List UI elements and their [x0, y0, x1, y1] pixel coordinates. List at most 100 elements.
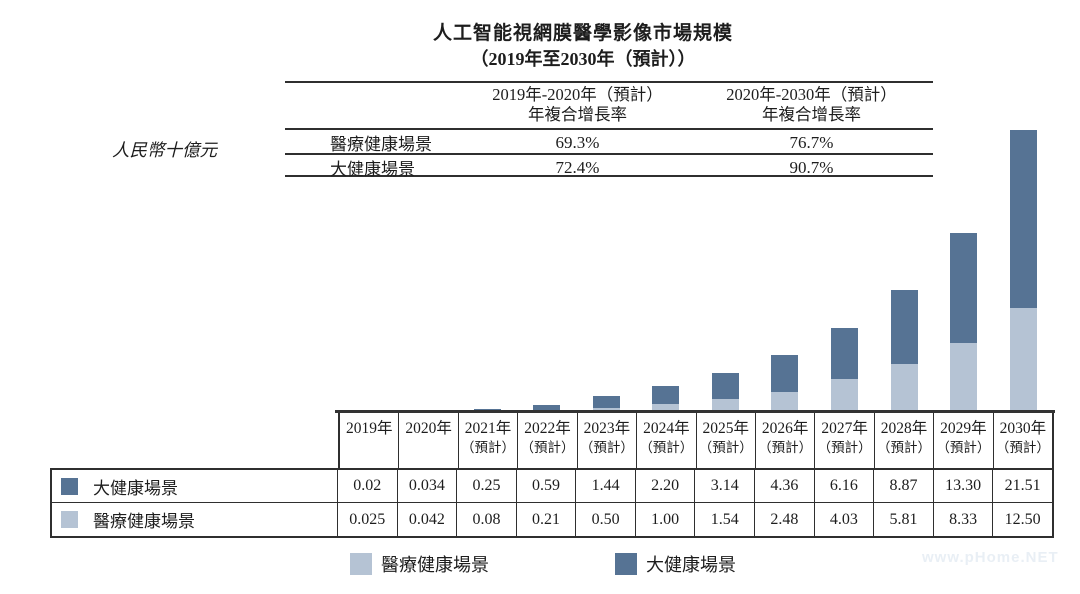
value-cell: 0.042 [398, 503, 458, 536]
cagr-table: 2019年-2020年（預計） 年複合增長率 2020年-2030年（預計） 年… [285, 81, 933, 179]
bar-segment-big-health [950, 232, 978, 343]
year-header-year: 2025年 [702, 420, 749, 437]
year-header-cell: 2021年 （預計） [459, 413, 519, 468]
bar-segment-big-health [533, 405, 560, 411]
stacked-bar [771, 355, 799, 412]
year-header-cell: 2030年 （預計） [994, 413, 1052, 468]
value-cell: 2.20 [636, 470, 696, 502]
cagr-value: 90.7% [789, 157, 834, 177]
legend-item-medical-health: 醫療健康場景 [350, 551, 489, 577]
year-header-year: 2029年 [940, 420, 987, 437]
year-header-note: （預計） [639, 440, 694, 455]
year-header-cell: 2022年 （預計） [518, 413, 578, 468]
series-swatch-icon [61, 477, 78, 495]
year-header-note: （預計） [698, 440, 753, 455]
stacked-bar [890, 290, 918, 412]
cagr-value: 69.3% [555, 132, 600, 152]
cagr-header-col1-line1: 2019年-2020年（預計） [492, 85, 663, 104]
legend-swatch-medical-health-icon [350, 553, 372, 575]
watermark: www.pHome.NET [922, 549, 1059, 566]
legend-item-big-health: 大健康場景 [615, 551, 736, 577]
year-header-note: （預計） [579, 440, 634, 455]
year-header-cell: 2029年 （預計） [934, 413, 994, 468]
year-header-note: （預計） [995, 440, 1050, 455]
bar-segment-big-health [890, 290, 918, 364]
legend-label-medical-health: 醫療健康場景 [381, 555, 489, 575]
bar-segment-big-health [652, 385, 680, 404]
cagr-header-spacer [285, 85, 465, 125]
cagr-row-label: 大健康場景 [330, 160, 415, 179]
bar-segment-big-health [592, 396, 620, 408]
value-cell: 0.025 [338, 503, 398, 536]
cagr-row-big-health: 大健康場景 72.4% 90.7% [285, 155, 933, 179]
year-header-year: 2021年 [464, 420, 512, 437]
cagr-header-col2-line2: 年複合增長率 [762, 105, 861, 124]
value-cell: 8.33 [934, 503, 994, 536]
value-cell: 1.54 [695, 503, 756, 536]
value-cell: 5.81 [874, 503, 934, 536]
year-header-cell: 2026年 （預計） [756, 413, 816, 468]
value-cell: 0.034 [398, 470, 458, 502]
cagr-header-row: 2019年-2020年（預計） 年複合增長率 2020年-2030年（預計） 年… [285, 83, 933, 130]
cagr-row-medical-health: 醫療健康場景 69.3% 76.7% [285, 130, 933, 155]
value-cell: 4.03 [815, 503, 875, 536]
stacked-bar [711, 373, 739, 412]
value-cell: 0.59 [517, 470, 577, 502]
cagr-header-col1-line2: 年複合增長率 [528, 105, 627, 124]
stacked-bar [592, 396, 620, 412]
year-header-year: 2027年 [821, 420, 868, 437]
row-label-cell: 醫療健康場景 [52, 503, 338, 536]
bar-segment-big-health [771, 355, 799, 392]
row-label-text: 醫療健康場景 [93, 512, 195, 531]
value-cell: 1.44 [576, 470, 636, 502]
value-cell: 0.25 [457, 470, 517, 502]
year-header-year: 2026年 [761, 420, 809, 437]
year-header-year: 2024年 [643, 420, 690, 437]
year-header-year: 2019年 [345, 420, 393, 437]
bar-segment-medical-health [592, 407, 620, 412]
table-row: 醫療健康場景 0.025 0.042 0.08 0.21 0.50 1.00 1.54 2.48… [52, 503, 1052, 536]
value-cell: 0.21 [517, 503, 577, 536]
year-header-note: （預計） [520, 440, 575, 455]
year-header-cell: 2023年 （預計） [578, 413, 638, 468]
bar-segment-big-health [1009, 130, 1037, 309]
stacked-bar [1009, 130, 1037, 412]
bar-segment-big-health [711, 373, 739, 400]
bar-segment-medical-health [1009, 308, 1037, 412]
legend-swatch-big-health-icon [615, 553, 637, 575]
cagr-value: 72.4% [555, 157, 600, 177]
year-header-cell: 2027年 （預計） [815, 413, 875, 468]
bar-plot [338, 122, 1053, 412]
stacked-bar [950, 232, 978, 412]
row-label-cell: 大健康場景 [52, 470, 338, 502]
year-header-row: 2019年 2020年 2021年 （預計） 2022年 （預計） 2023年 （預計） 202… [338, 413, 1054, 468]
x-axis-line [335, 410, 1055, 413]
year-header-cell: 2020年 [399, 413, 459, 468]
chart-title: 人工智能視網膜醫學影像市場規模 （2019年至2030年（預計）） [283, 21, 883, 72]
year-header-cell: 2024年 （預計） [637, 413, 697, 468]
cagr-header-col1: 2019年-2020年（預計） 年複合增長率 [465, 85, 690, 125]
bar-segment-medical-health [711, 399, 739, 412]
value-cell: 6.16 [815, 470, 875, 502]
value-cell: 12.50 [1004, 510, 1041, 528]
bar-segment-medical-health [831, 378, 858, 412]
value-cell: 2.48 [755, 503, 815, 536]
year-header-note: （預計） [758, 440, 813, 455]
y-axis-label: 人民幣十億元 [112, 140, 217, 160]
value-cell: 0.08 [457, 503, 517, 536]
year-header-note: （預計） [936, 440, 991, 455]
value-cell: 21.51 [1004, 477, 1041, 494]
chart-title-line1: 人工智能視網膜醫學影像市場規模 [432, 23, 733, 44]
row-label-text: 大健康場景 [93, 478, 178, 498]
value-cell: 1.00 [636, 503, 696, 536]
stacked-bar [652, 385, 680, 412]
year-header-year: 2022年 [524, 420, 571, 437]
value-cell: 3.14 [695, 470, 756, 502]
cagr-header-col2: 2020年-2030年（預計） 年複合增長率 [690, 85, 933, 125]
value-cell: 13.30 [934, 470, 994, 502]
bar-segment-big-health [831, 327, 858, 379]
stacked-bar [831, 327, 858, 412]
year-header-note: （預計） [817, 440, 872, 455]
year-header-cell: 2025年 （預計） [697, 413, 756, 468]
bar-segment-medical-health [950, 343, 978, 412]
